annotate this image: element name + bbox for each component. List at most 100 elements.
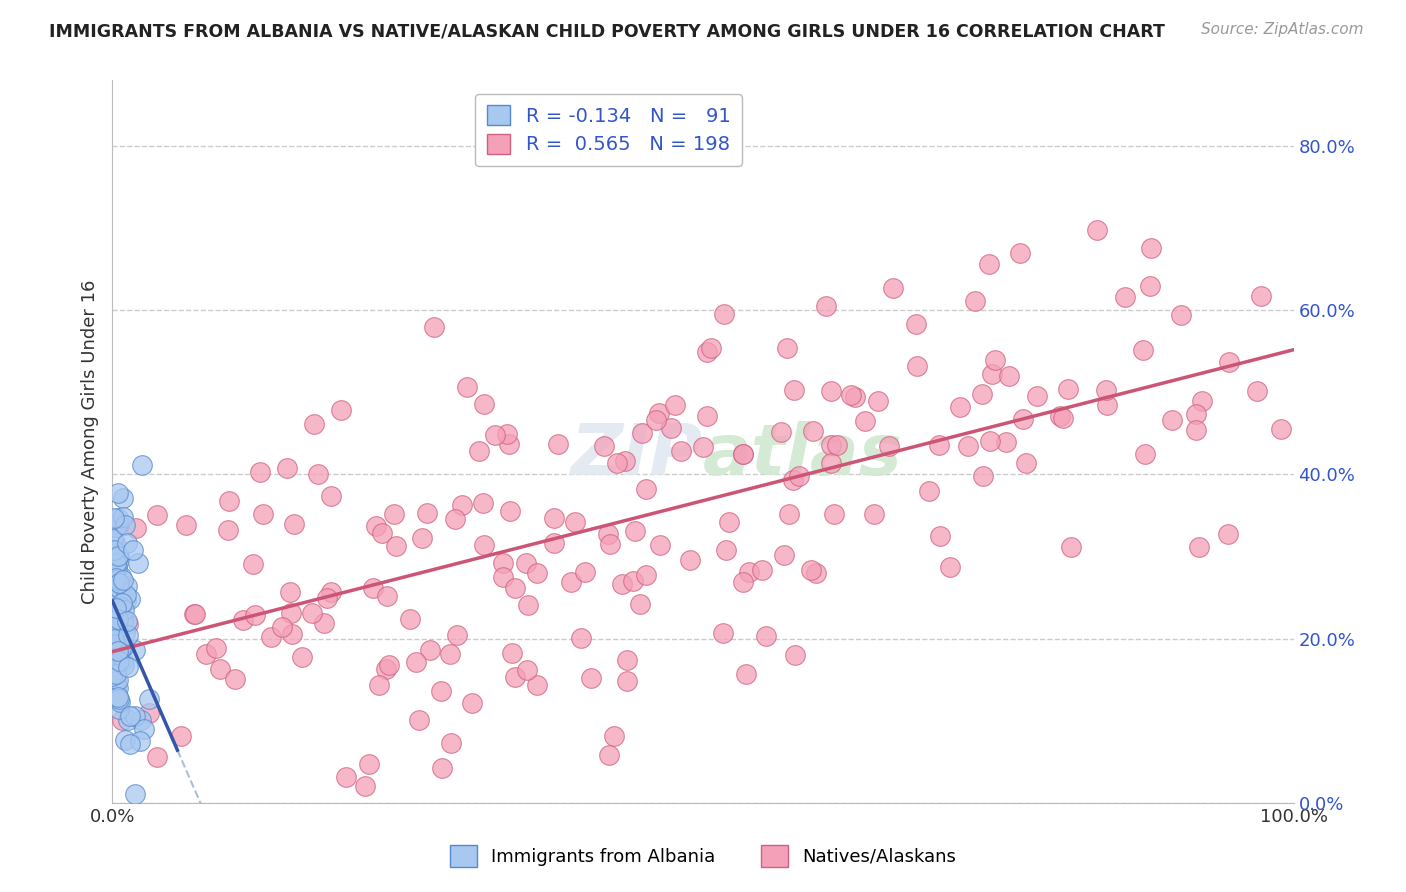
Point <box>108 582 131 596</box>
Point <box>1191 394 1213 409</box>
Point <box>270 620 292 634</box>
Point <box>117 660 139 674</box>
Point <box>122 542 145 557</box>
Point <box>499 503 522 517</box>
Point <box>440 735 463 749</box>
Point <box>117 627 139 641</box>
Point <box>1095 383 1118 397</box>
Point <box>439 647 461 661</box>
Point <box>195 647 218 661</box>
Point <box>1052 411 1074 425</box>
Point <box>516 664 538 678</box>
Point <box>107 690 129 705</box>
Point <box>616 653 638 667</box>
Point <box>862 507 884 521</box>
Point <box>456 380 478 394</box>
Point <box>751 563 773 577</box>
Point <box>335 770 357 784</box>
Point <box>775 342 797 356</box>
Point <box>101 569 124 583</box>
Point <box>112 639 135 653</box>
Point <box>107 626 129 640</box>
Point <box>302 417 325 431</box>
Point <box>108 648 131 663</box>
Point <box>104 535 127 549</box>
Point <box>138 706 160 720</box>
Point <box>124 709 146 723</box>
Point <box>853 414 876 428</box>
Point <box>980 367 1002 381</box>
Point <box>738 565 761 579</box>
Text: IMMIGRANTS FROM ALBANIA VS NATIVE/ALASKAN CHILD POVERTY AMONG GIRLS UNDER 16 COR: IMMIGRANTS FROM ALBANIA VS NATIVE/ALASKA… <box>49 22 1166 40</box>
Point <box>118 737 141 751</box>
Point <box>515 556 537 570</box>
Point <box>128 733 150 747</box>
Point <box>474 538 496 552</box>
Point <box>242 557 264 571</box>
Point <box>787 468 810 483</box>
Point <box>105 673 128 688</box>
Point <box>569 631 592 645</box>
Point <box>111 653 134 667</box>
Point <box>711 626 734 640</box>
Y-axis label: Child Poverty Among Girls Under 16: Child Poverty Among Girls Under 16 <box>80 279 98 604</box>
Point <box>472 397 495 411</box>
Point <box>1015 456 1038 470</box>
Point <box>105 574 128 588</box>
Point <box>648 406 671 420</box>
Point <box>398 612 420 626</box>
Point <box>364 518 387 533</box>
Point <box>692 441 714 455</box>
Point <box>354 780 377 794</box>
Point <box>1218 355 1240 369</box>
Point <box>107 673 129 687</box>
Point <box>103 543 125 558</box>
Point <box>103 620 125 634</box>
Point <box>107 510 129 524</box>
Point <box>232 613 254 627</box>
Point <box>560 574 582 589</box>
Point <box>382 507 405 521</box>
Point <box>124 787 146 801</box>
Point <box>621 574 644 588</box>
Point <box>108 548 131 562</box>
Point <box>174 518 197 533</box>
Point <box>115 536 138 550</box>
Point <box>103 631 125 645</box>
Point <box>1270 422 1292 436</box>
Point <box>581 671 603 685</box>
Point <box>146 749 169 764</box>
Point <box>107 486 129 500</box>
Point <box>205 641 228 656</box>
Point <box>107 654 129 668</box>
Point <box>405 655 427 669</box>
Point <box>103 547 125 561</box>
Point <box>877 439 900 453</box>
Point <box>429 683 451 698</box>
Point <box>217 524 239 538</box>
Point <box>411 531 433 545</box>
Point <box>103 632 125 646</box>
Point <box>183 607 205 621</box>
Point <box>118 592 141 607</box>
Point <box>616 674 638 689</box>
Point <box>547 437 569 451</box>
Text: Source: ZipAtlas.com: Source: ZipAtlas.com <box>1201 22 1364 37</box>
Point <box>260 631 283 645</box>
Point <box>614 454 637 468</box>
Point <box>208 662 231 676</box>
Point <box>430 761 453 775</box>
Point <box>104 681 127 696</box>
Point <box>367 678 389 692</box>
Point <box>648 538 671 552</box>
Point <box>321 489 343 503</box>
Point <box>117 713 139 727</box>
Point <box>110 640 132 655</box>
Point <box>1026 389 1049 403</box>
Point <box>1216 527 1239 541</box>
Point <box>107 517 129 532</box>
Point <box>1008 245 1031 260</box>
Point <box>125 521 148 535</box>
Point <box>105 558 128 573</box>
Point <box>423 319 446 334</box>
